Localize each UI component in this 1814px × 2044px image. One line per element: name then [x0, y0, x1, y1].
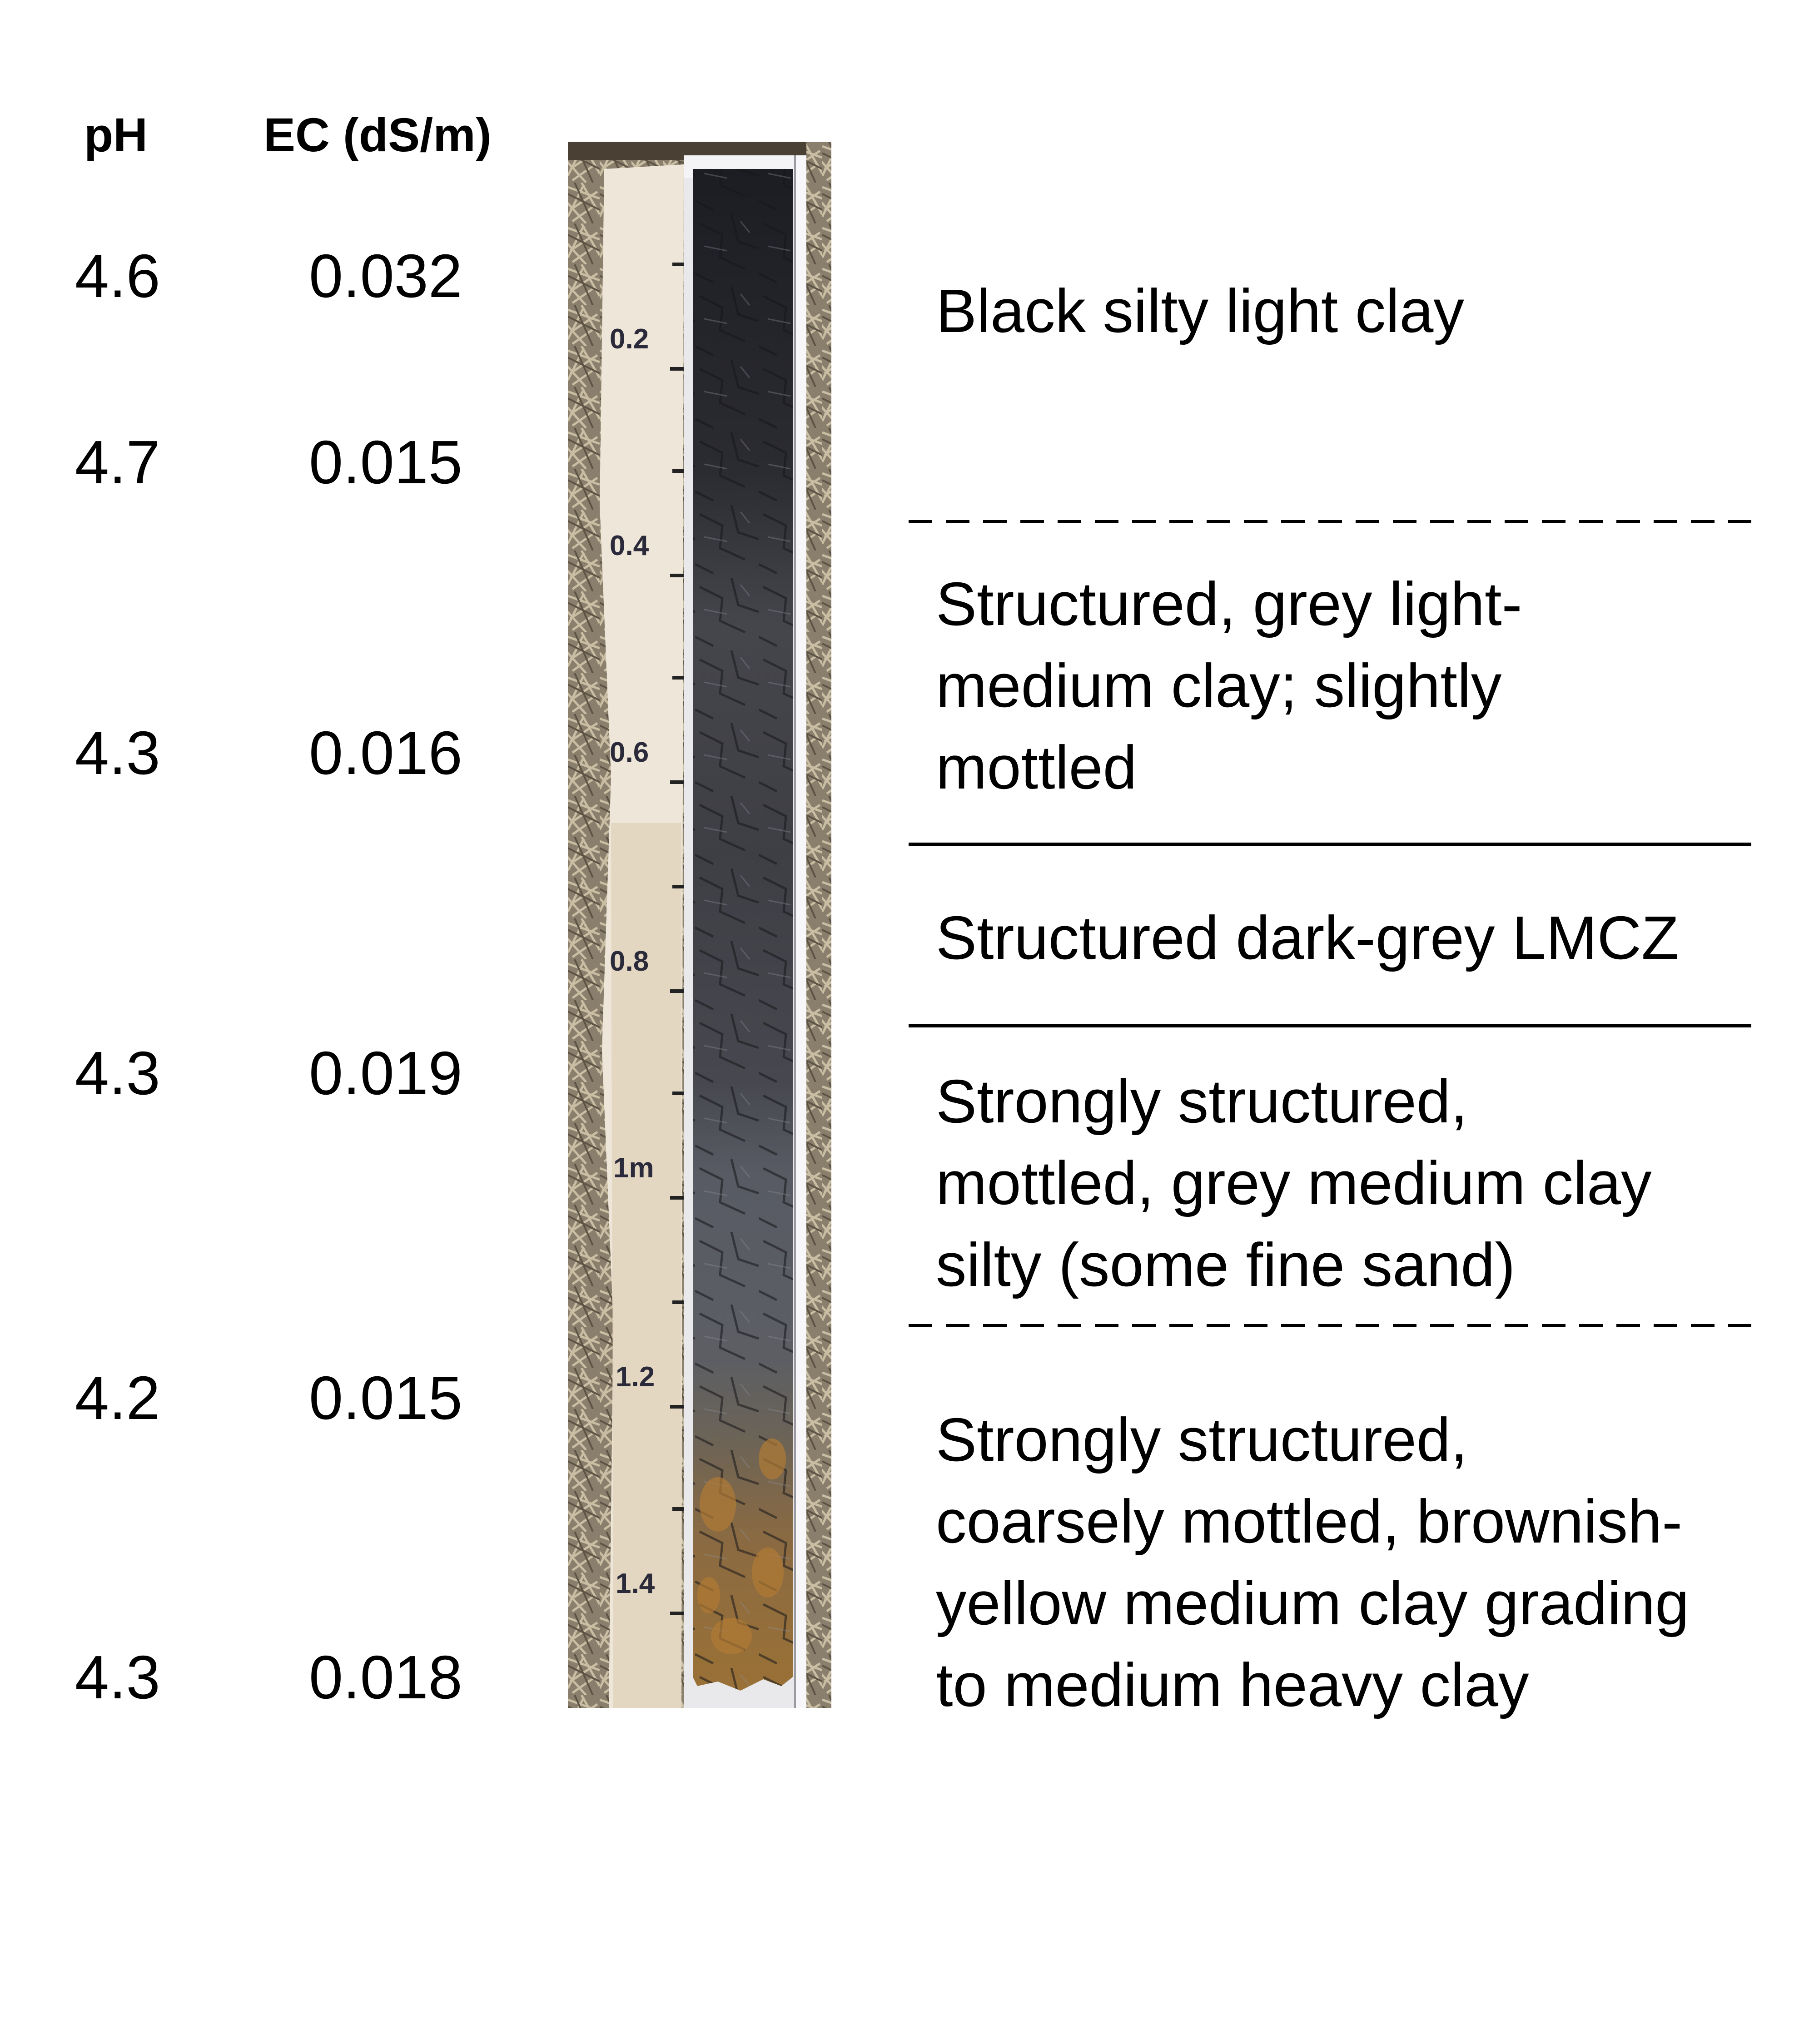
horizon-description: Strongly structured, mottled, grey mediu…	[936, 1067, 1652, 1299]
gradual-boundary-line	[909, 520, 1751, 523]
ec-column-header: EC (dS/m)	[263, 109, 492, 162]
ruler-label: 0.2	[610, 323, 649, 355]
ec-value: 0.015	[309, 1364, 462, 1432]
ruler-label: 1.2	[616, 1361, 655, 1393]
ec-value: 0.015	[309, 428, 462, 496]
clear-boundary-line	[909, 1024, 1751, 1027]
ec-value: 0.019	[309, 1039, 462, 1107]
gradual-boundary-line	[909, 1324, 1751, 1327]
ruler-label: 1m	[613, 1152, 654, 1184]
ph-value: 4.2	[75, 1364, 160, 1432]
ec-value: 0.016	[309, 719, 462, 787]
soil-core-photo: 0.2 0.4 0.6 0.8 1m 1.2 1.4	[568, 142, 831, 1708]
ph-column-header: pH	[84, 109, 148, 162]
ph-value: 4.3	[75, 1643, 160, 1712]
clear-boundary-line	[909, 843, 1751, 846]
ruler-label: 0.8	[610, 946, 649, 977]
horizon-description: Structured dark-grey LMCZ	[936, 903, 1679, 972]
ph-value: 4.6	[75, 242, 160, 310]
horizon-description: Strongly structured, coarsely mottled, b…	[936, 1405, 1690, 1719]
horizon-description: Black silty light clay	[936, 277, 1464, 345]
ph-value: 4.7	[75, 428, 160, 496]
ruler-label: 0.6	[610, 737, 649, 768]
ph-value: 4.3	[75, 719, 160, 787]
ec-value: 0.032	[309, 242, 462, 310]
ruler-label: 1.4	[616, 1568, 655, 1599]
ec-value: 0.018	[309, 1643, 462, 1712]
ph-value: 4.3	[75, 1039, 160, 1107]
ruler-label: 0.4	[610, 530, 649, 561]
horizon-description: Structured, grey light- medium clay; sli…	[936, 570, 1522, 802]
